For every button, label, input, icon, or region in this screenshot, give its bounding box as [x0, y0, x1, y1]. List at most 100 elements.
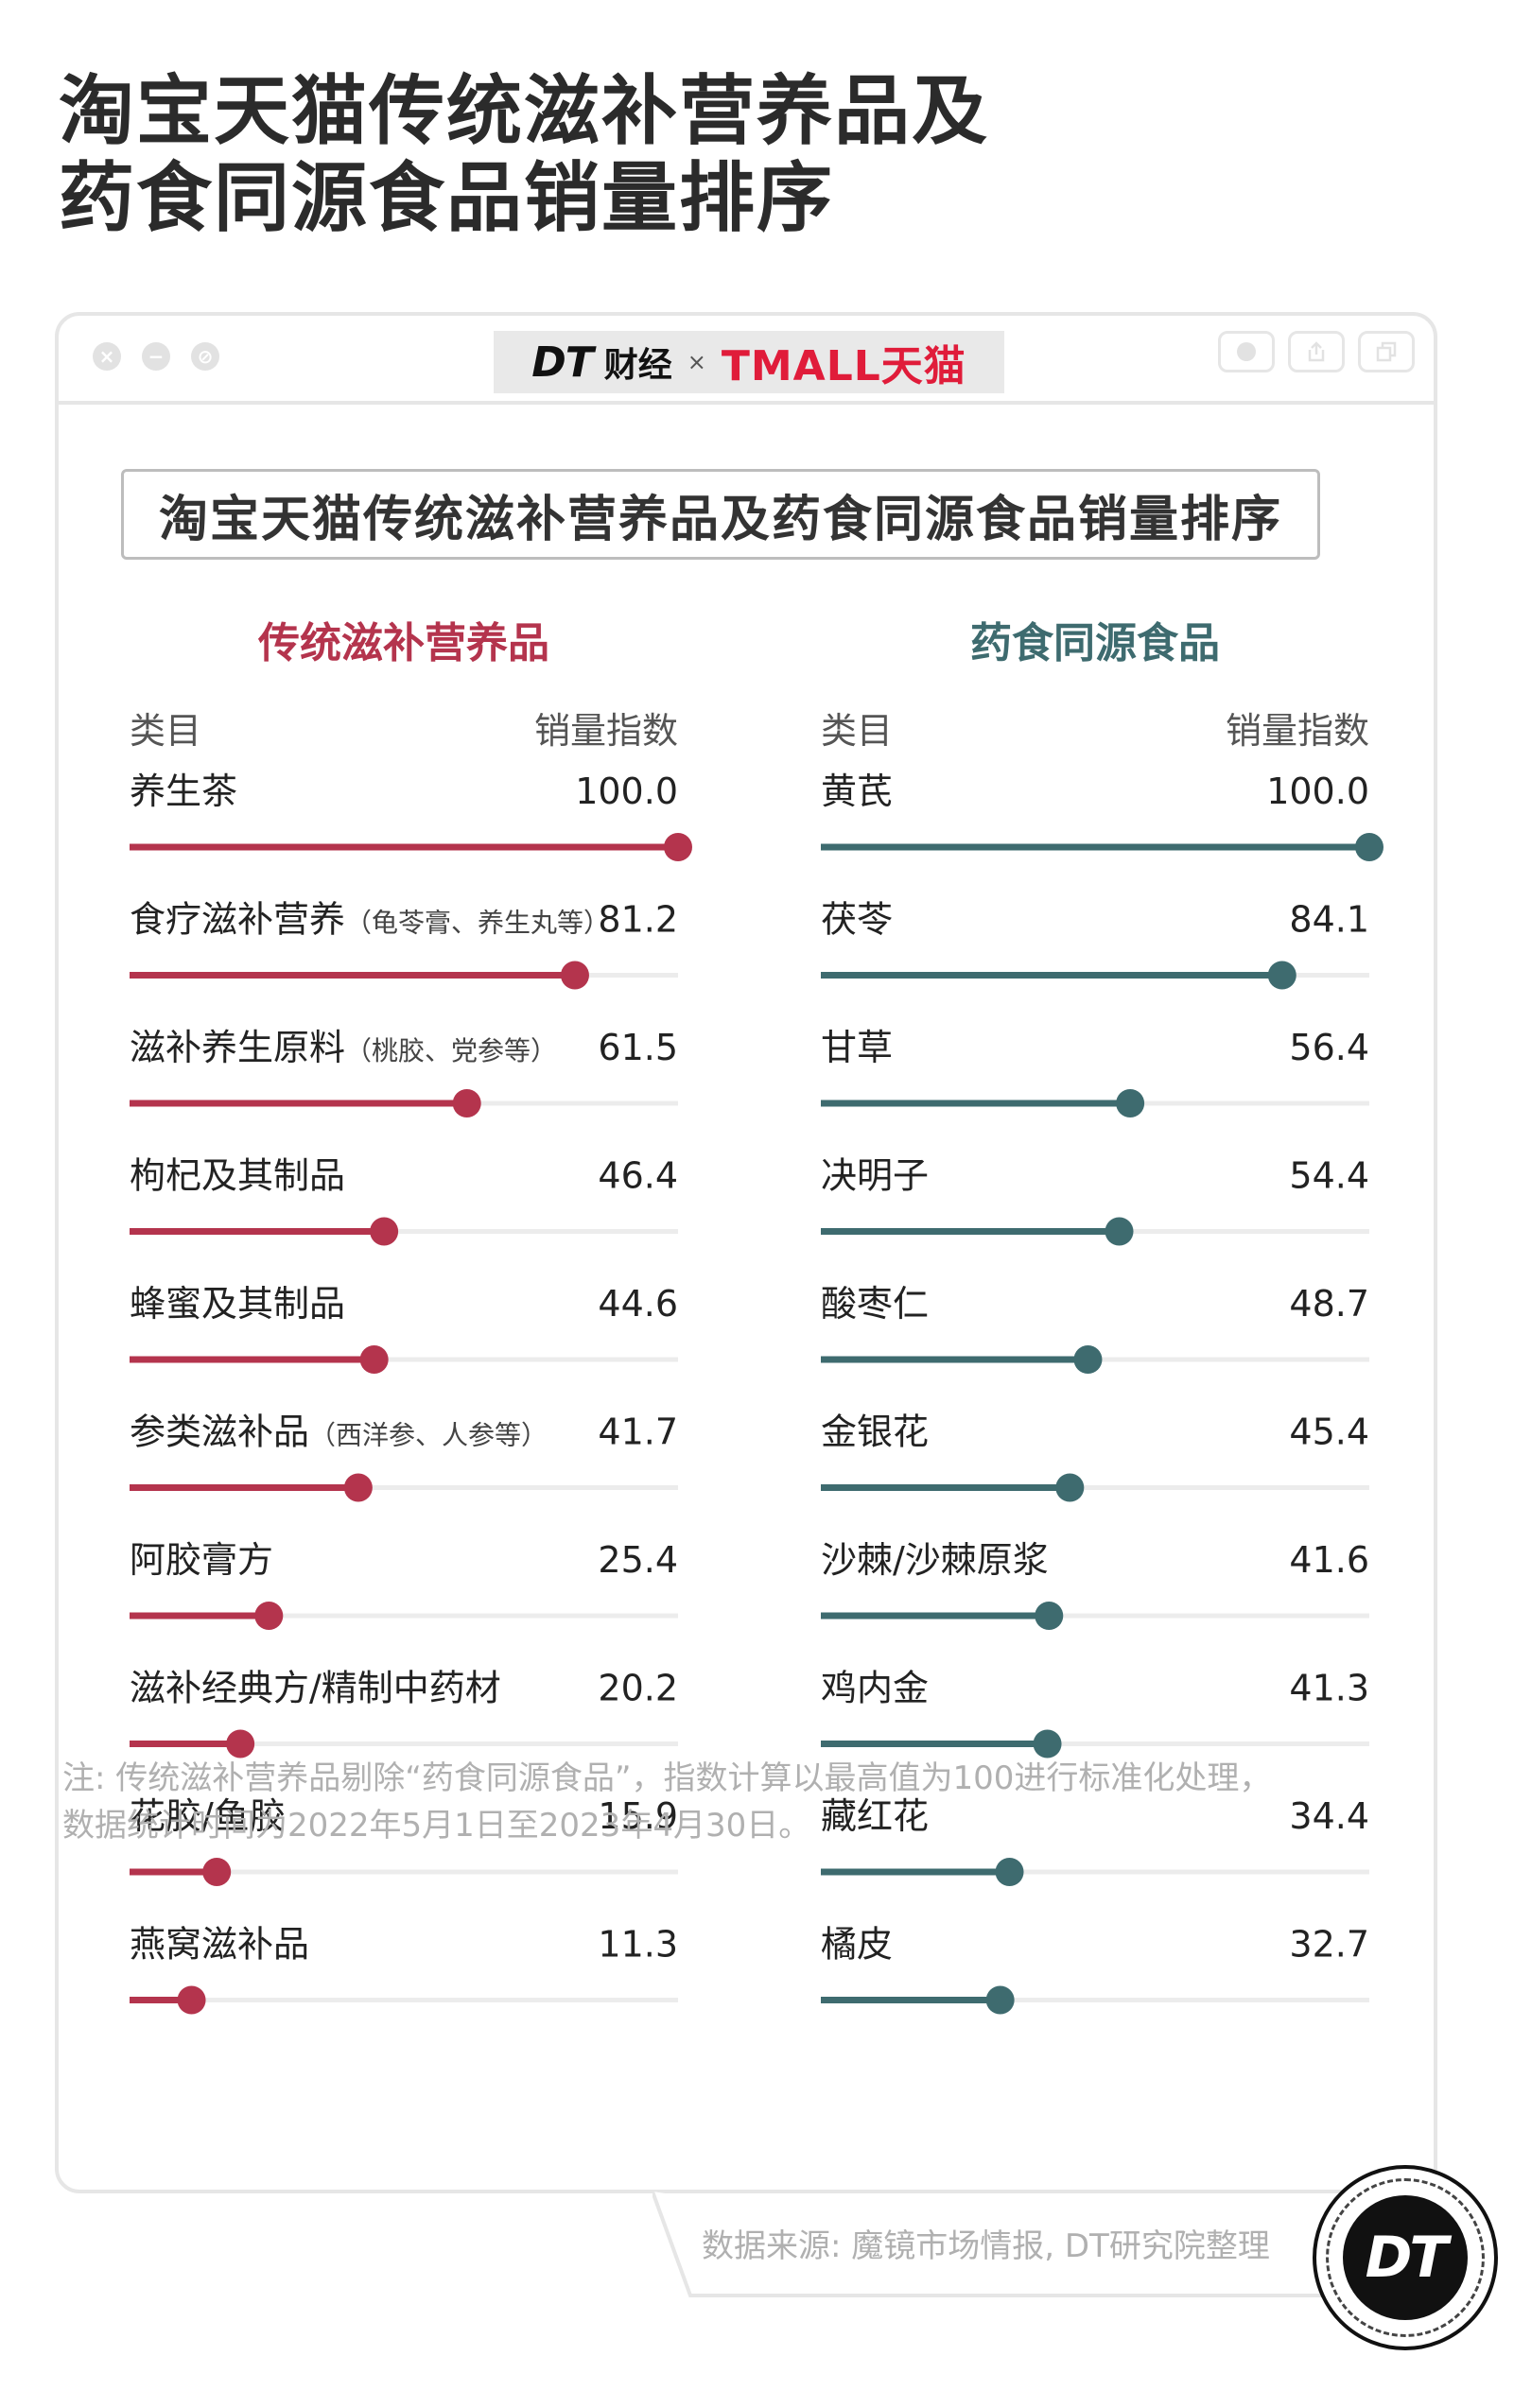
page-title: 淘宝天猫传统滋补营养品及 药食同源食品销量排序 — [59, 68, 989, 242]
value-label: 84.1 — [1289, 899, 1369, 941]
category-name: 蜂蜜及其制品 — [130, 1283, 345, 1325]
page-title-line1: 淘宝天猫传统滋补营养品及 — [59, 67, 989, 155]
window-titlebar: × − ⊘ DT 财经 × TMALL天猫 — [59, 316, 1434, 405]
category-label: 茯苓 — [821, 899, 893, 941]
copy-icon — [1376, 341, 1397, 362]
bar-end-dot — [1033, 1729, 1062, 1758]
share-button[interactable] — [1288, 331, 1345, 372]
category-label: 金银花 — [821, 1412, 929, 1453]
column-header-value: 销量指数 — [534, 710, 678, 752]
column-header-category: 类目 — [130, 710, 201, 752]
category-label: 养生茶 — [130, 771, 237, 812]
browser-window: × − ⊘ DT 财经 × TMALL天猫 淘宝天猫传统滋补营养品及药食同源食品… — [55, 312, 1437, 2193]
value-label: 34.4 — [1289, 1795, 1369, 1837]
column-header-value: 销量指数 — [1226, 710, 1369, 752]
bar-end-dot — [1035, 1602, 1064, 1630]
category-label: 沙棘/沙棘原浆 — [821, 1539, 1049, 1581]
value-label: 41.6 — [1289, 1539, 1369, 1581]
bar-end-dot — [1116, 1089, 1145, 1117]
source-text: 数据来源: 魔镜市场情报, DT研究院整理 — [702, 2227, 1270, 2265]
bar-end-dot — [452, 1089, 481, 1117]
value-label: 25.4 — [598, 1539, 678, 1581]
category-name: 养生茶 — [130, 771, 237, 812]
bar-end-dot — [1355, 833, 1383, 861]
value-label: 46.4 — [598, 1155, 678, 1197]
close-icon[interactable]: × — [93, 342, 121, 371]
category-name: 藏红花 — [821, 1795, 929, 1837]
column-header-category: 类目 — [821, 710, 893, 752]
bar-end-dot — [1073, 1345, 1103, 1374]
category-name: 阿胶膏方 — [130, 1539, 273, 1581]
value-label: 56.4 — [1289, 1027, 1369, 1068]
category-name: 燕窝滋补品 — [130, 1924, 309, 1966]
category-label: 橘皮 — [821, 1924, 893, 1966]
value-label: 44.6 — [598, 1283, 678, 1325]
category-label: 藏红花 — [821, 1795, 929, 1837]
bar-end-dot — [359, 1345, 389, 1374]
dt-logo: DT — [1343, 2195, 1468, 2320]
category-name: 橘皮 — [821, 1924, 893, 1966]
category-label: 蜂蜜及其制品 — [130, 1283, 345, 1325]
record-button[interactable] — [1218, 331, 1275, 372]
category-label: 参类滋补品（西洋参、人参等） — [130, 1412, 548, 1453]
value-label: 45.4 — [1289, 1412, 1369, 1453]
category-label: 决明子 — [821, 1155, 929, 1197]
category-name: 枸杞及其制品 — [130, 1155, 345, 1197]
bar-end-dot — [370, 1217, 399, 1246]
bar-end-dot — [985, 1985, 1015, 2015]
value-label: 41.7 — [598, 1412, 678, 1453]
brand-separator: × — [687, 349, 706, 375]
category-label: 黄芪 — [821, 771, 893, 812]
minimize-icon[interactable]: − — [142, 342, 170, 371]
bar-end-dot — [1267, 961, 1296, 990]
copy-button[interactable] — [1358, 331, 1415, 372]
category-note: （西洋参、人参等） — [309, 1420, 548, 1451]
series-title: 药食同源食品 — [970, 619, 1220, 667]
circle-icon — [1237, 342, 1256, 361]
value-label: 100.0 — [1266, 771, 1369, 812]
category-label: 枸杞及其制品 — [130, 1155, 345, 1197]
bar-end-dot — [1105, 1217, 1134, 1246]
category-name: 食疗滋补营养 — [130, 899, 345, 941]
page-title-line2: 药食同源食品销量排序 — [59, 154, 834, 242]
share-icon — [1308, 341, 1325, 362]
bar-end-dot — [202, 1858, 232, 1886]
footnote-line2: 数据统计时间为2022年5月1日至2023年4月30日。 — [62, 1807, 811, 1845]
bar-end-dot — [177, 1985, 206, 2015]
brand-caijing: 财经 — [603, 346, 672, 385]
category-label: 食疗滋补营养（龟苓膏、养生丸等） — [130, 899, 610, 941]
category-label: 滋补养生原料（桃胶、党参等） — [130, 1027, 557, 1068]
category-label: 鸡内金 — [821, 1668, 929, 1709]
source-tab — [653, 2191, 1333, 2297]
category-note: （桃胶、党参等） — [345, 1035, 557, 1066]
value-label: 32.7 — [1289, 1924, 1369, 1966]
value-label: 81.2 — [598, 899, 678, 941]
bar-end-dot — [1055, 1473, 1085, 1502]
bar-end-dot — [343, 1473, 373, 1502]
category-name: 鸡内金 — [821, 1668, 929, 1709]
category-name: 决明子 — [821, 1155, 929, 1197]
brand-tmall-logo: TMALL天猫 — [721, 342, 966, 390]
bar-end-dot — [254, 1602, 284, 1630]
series-title: 传统滋补营养品 — [257, 619, 549, 667]
bar-end-dot — [664, 833, 692, 861]
footnote: 注: 传统滋补营养品剔除“药食同源食品”，指数计算以最高值为100进行标准化处理… — [62, 1755, 1330, 1849]
chart-title-box: 淘宝天猫传统滋补营养品及药食同源食品销量排序 — [121, 469, 1320, 560]
category-name: 滋补养生原料 — [130, 1027, 345, 1068]
footnote-line1: 注: 传统滋补营养品剔除“药食同源食品”，指数计算以最高值为100进行标准化处理… — [62, 1759, 1272, 1797]
category-label: 酸枣仁 — [821, 1283, 929, 1325]
value-label: 54.4 — [1289, 1155, 1369, 1197]
category-label: 甘草 — [821, 1027, 893, 1068]
value-label: 48.7 — [1289, 1283, 1369, 1325]
category-note: （龟苓膏、养生丸等） — [345, 908, 610, 939]
bar-end-dot — [226, 1729, 255, 1758]
block-icon[interactable]: ⊘ — [191, 342, 219, 371]
category-name: 金银花 — [821, 1412, 929, 1453]
value-label: 41.3 — [1289, 1668, 1369, 1709]
category-name: 甘草 — [821, 1027, 893, 1068]
category-label: 滋补经典方/精制中药材 — [130, 1668, 501, 1709]
category-name: 花胶/鱼胶 — [130, 1795, 286, 1837]
brand-banner: DT 财经 × TMALL天猫 — [494, 331, 1004, 393]
value-label: 15.9 — [598, 1795, 678, 1837]
